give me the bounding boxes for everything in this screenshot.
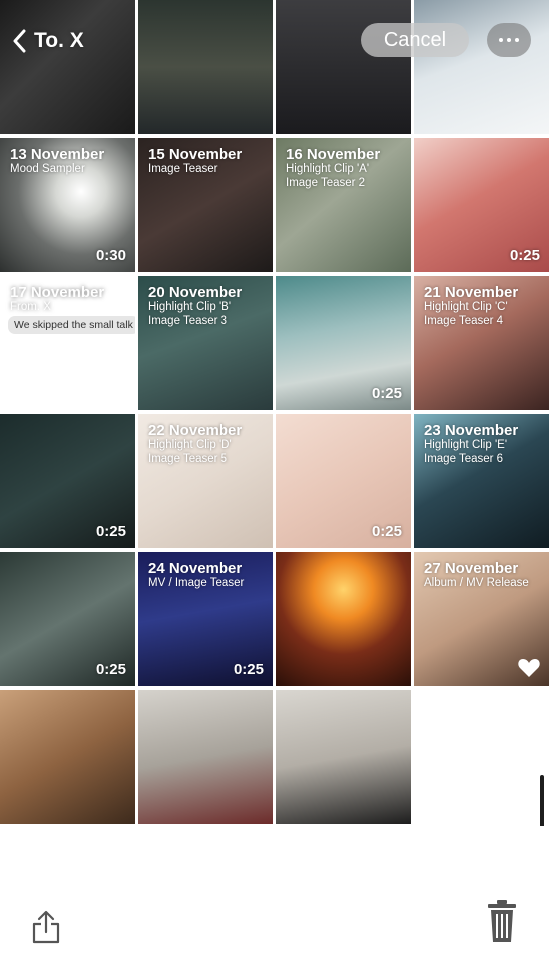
cancel-button[interactable]: Cancel xyxy=(361,23,469,57)
tile-caption: Highlight Clip 'D' xyxy=(148,439,232,451)
tile-duration: 0:25 xyxy=(95,523,126,540)
ellipsis-icon xyxy=(497,38,521,42)
tile-date: 15 November xyxy=(148,146,243,163)
tile-caption-2: Image Teaser 6 xyxy=(424,453,504,465)
grid-tile[interactable]: 0:25 xyxy=(276,414,411,548)
tile-date: 27 November xyxy=(424,560,519,577)
bottom-toolbar xyxy=(0,826,550,975)
tile-duration: 0:25 xyxy=(233,661,264,678)
grid-tile[interactable]: 27 November Album / MV Release xyxy=(414,552,549,686)
tile-duration: 0:30 xyxy=(95,247,126,264)
tile-caption: Image Teaser xyxy=(148,163,218,175)
more-options-button[interactable] xyxy=(487,23,531,57)
grid-tile[interactable]: 15 November Image Teaser xyxy=(138,138,273,272)
tile-caption: Highlight Clip 'E' xyxy=(424,439,508,451)
tile-date: 16 November xyxy=(286,146,381,163)
grid-tile[interactable] xyxy=(276,552,411,686)
heart-icon[interactable] xyxy=(517,656,541,678)
grid-tile[interactable]: 23 November Highlight Clip 'E' Image Tea… xyxy=(414,414,549,548)
tile-caption-2: Image Teaser 4 xyxy=(424,315,504,327)
tile-caption: Mood Sampler xyxy=(10,163,85,175)
grid-tile[interactable]: 0:25 xyxy=(414,138,549,272)
grid-tile[interactable]: 0:25 xyxy=(276,276,411,410)
tile-duration: 0:25 xyxy=(509,247,540,264)
grid-tile[interactable]: 16 November Highlight Clip 'A' Image Tea… xyxy=(276,138,411,272)
tile-caption-2: Image Teaser 5 xyxy=(148,453,228,465)
chevron-left-icon xyxy=(13,29,26,53)
grid-tile[interactable] xyxy=(276,690,411,824)
grid-tile[interactable]: 13 November Mood Sampler 0:30 xyxy=(0,138,135,272)
tile-date: 13 November xyxy=(10,146,105,163)
back-label: To. X xyxy=(34,29,84,52)
share-icon[interactable] xyxy=(31,910,61,944)
grid-tile[interactable] xyxy=(138,690,273,824)
grid-tile[interactable] xyxy=(138,0,273,134)
tile-caption: Highlight Clip 'B' xyxy=(148,301,232,313)
tile-caption-2: Image Teaser 2 xyxy=(286,177,366,189)
tile-date: 23 November xyxy=(424,422,519,439)
grid-tile[interactable]: 22 November Highlight Clip 'D' Image Tea… xyxy=(138,414,273,548)
trash-icon[interactable] xyxy=(486,898,518,944)
grid-tile[interactable] xyxy=(276,0,411,134)
tile-caption: Highlight Clip 'C' xyxy=(424,301,508,313)
grid-tile[interactable]: 17 November From. X We skipped the small… xyxy=(0,276,135,410)
photo-grid: 13 November Mood Sampler 0:30 15 Novembe… xyxy=(0,0,550,826)
tile-date: 20 November xyxy=(148,284,243,301)
tile-caption-2: Image Teaser 3 xyxy=(148,315,228,327)
message-bubble: We skipped the small talk xyxy=(8,316,135,334)
tile-caption: Album / MV Release xyxy=(424,577,529,589)
tile-date: 22 November xyxy=(148,422,243,439)
back-button[interactable]: To. X xyxy=(12,26,84,56)
tile-caption: Highlight Clip 'A' xyxy=(286,163,370,175)
grid-tile[interactable] xyxy=(0,690,135,824)
grid-tile[interactable]: 21 November Highlight Clip 'C' Image Tea… xyxy=(414,276,549,410)
grid-tile[interactable] xyxy=(0,0,135,134)
tile-caption: MV / Image Teaser xyxy=(148,577,245,589)
grid-tile[interactable]: 0:25 xyxy=(0,414,135,548)
tile-date: 17 November xyxy=(10,284,105,301)
grid-tile[interactable]: 20 November Highlight Clip 'B' Image Tea… xyxy=(138,276,273,410)
grid-tile[interactable] xyxy=(414,0,549,134)
tile-duration: 0:25 xyxy=(371,385,402,402)
scroll-indicator[interactable] xyxy=(540,775,544,835)
tile-date: 21 November xyxy=(424,284,519,301)
tile-caption: From. X xyxy=(10,301,51,313)
tile-duration: 0:25 xyxy=(371,523,402,540)
tile-date: 24 November xyxy=(148,560,243,577)
grid-tile[interactable]: 24 November MV / Image Teaser 0:25 xyxy=(138,552,273,686)
tile-duration: 0:25 xyxy=(95,661,126,678)
grid-tile[interactable]: 0:25 xyxy=(0,552,135,686)
